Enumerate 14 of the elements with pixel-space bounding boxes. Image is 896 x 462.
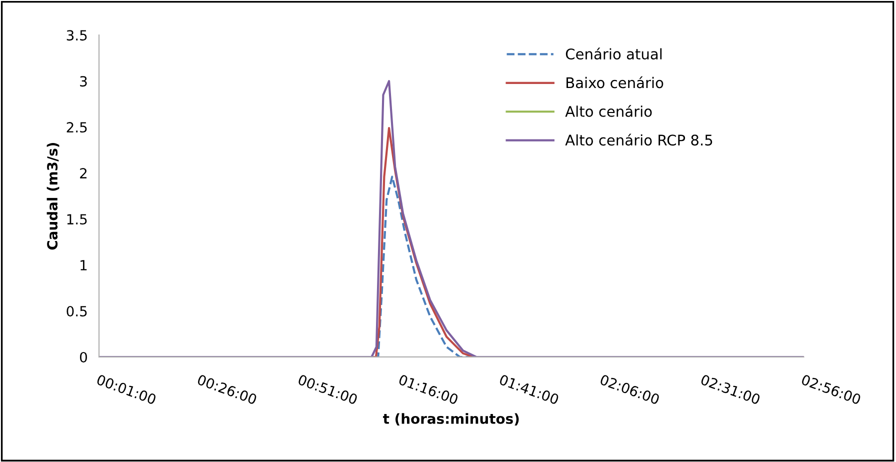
y-tick-label: 1.5 bbox=[67, 214, 87, 225]
y-tick-label: 0.5 bbox=[66, 306, 87, 316]
y-tick-label: 3 bbox=[80, 76, 87, 87]
x-axis-title: t (horas:minutos) bbox=[382, 413, 519, 426]
y-tick-label: 1 bbox=[80, 260, 87, 270]
y-tick-label: 0 bbox=[80, 352, 87, 362]
y-axis-title: Caudal (m3/s) bbox=[46, 142, 60, 250]
y-tick-label: 3.5 bbox=[66, 30, 87, 41]
y-tick-label: 2.5 bbox=[66, 122, 87, 133]
legend-label: Baixo cenário bbox=[566, 76, 664, 88]
legend-label: Alto cenário RCP 8.5 bbox=[565, 134, 712, 146]
y-tick-label: 2 bbox=[80, 168, 87, 178]
legend-label: Cenário atual bbox=[566, 48, 662, 60]
legend-label: Alto cenário bbox=[565, 105, 652, 117]
